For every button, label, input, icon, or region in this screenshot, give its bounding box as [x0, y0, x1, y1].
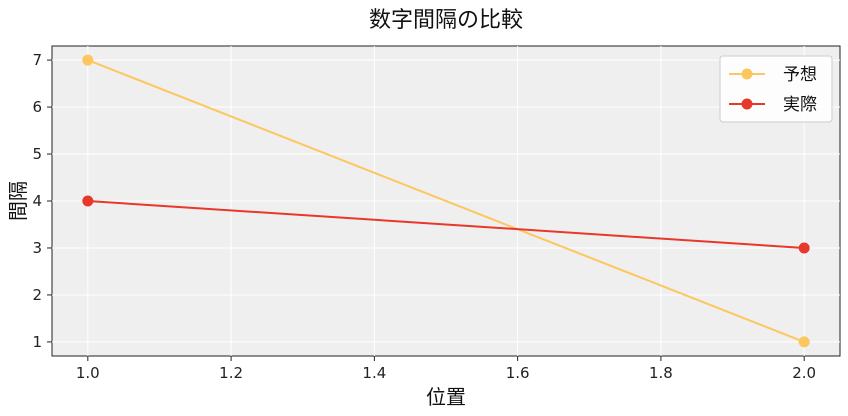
legend-marker — [741, 98, 753, 110]
y-tick-label: 7 — [32, 51, 42, 69]
series-layer — [82, 54, 810, 348]
x-tick-label: 2.0 — [792, 364, 816, 382]
y-tick-label: 1 — [32, 333, 42, 351]
x-tick-label: 1.6 — [506, 364, 530, 382]
x-tick-label: 1.0 — [76, 364, 100, 382]
x-tick-label: 1.8 — [649, 364, 673, 382]
data-point — [798, 336, 810, 348]
x-axis-title: 位置 — [426, 385, 466, 409]
series-line-0 — [87, 59, 805, 343]
y-axis-ticks: 1 2 3 4 5 6 7 — [32, 51, 52, 351]
y-tick-label: 5 — [32, 145, 42, 163]
y-tick-label: 6 — [32, 98, 42, 116]
data-point — [82, 54, 94, 66]
y-tick-label: 2 — [32, 286, 42, 304]
x-tick-label: 1.2 — [219, 364, 243, 382]
series-line-1 — [87, 200, 805, 249]
y-tick-label: 4 — [32, 192, 42, 210]
data-point — [798, 242, 810, 254]
chart-title: 数字間隔の比較 — [369, 8, 523, 33]
legend-label: 実際 — [783, 95, 817, 115]
legend-label: 予想 — [783, 65, 817, 85]
legend-marker — [741, 68, 753, 80]
y-axis-title: 間隔 — [6, 181, 30, 221]
x-axis-ticks: 1.0 1.2 1.4 1.6 1.8 2.0 — [76, 356, 816, 382]
x-tick-label: 1.4 — [362, 364, 386, 382]
data-point — [82, 195, 94, 207]
y-tick-label: 3 — [32, 239, 42, 257]
